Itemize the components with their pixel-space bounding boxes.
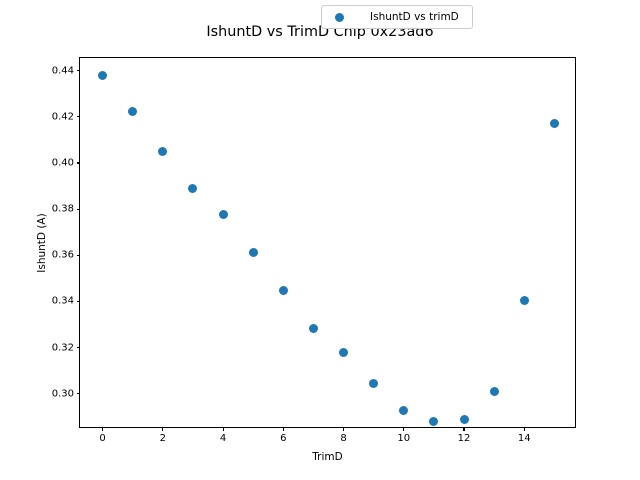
- scatter-point: [519, 296, 529, 306]
- y-tick: [76, 208, 80, 210]
- plot-axes: 0 2 4 6 8 10 12 14 0.30 0.32 0.34 0.36 0.38 0.40 0.42…: [52, 57, 576, 444]
- y-tick: [76, 300, 80, 302]
- scatter-point: [248, 248, 258, 258]
- y-tick-label: 0.34: [51, 295, 74, 307]
- y-tick: [76, 393, 80, 395]
- scatter-point: [128, 107, 138, 117]
- chart-legend[interactable]: IshuntD vs trimD: [321, 5, 473, 29]
- x-tick-label: 10: [397, 433, 411, 444]
- y-tick-label: 0.32: [51, 342, 74, 354]
- scatter-point: [339, 348, 349, 358]
- chart-title: IshuntD vs TrimD Chip 0x23ad6: [206, 24, 434, 40]
- x-tick-label: 0: [99, 433, 106, 444]
- legend-marker-icon: [335, 12, 344, 22]
- scatter-point: [98, 71, 108, 81]
- x-tick: [403, 427, 405, 431]
- scatter-data-layer: [80, 58, 575, 427]
- x-tick-label: 4: [219, 433, 227, 444]
- x-tick-label: 14: [517, 433, 531, 444]
- scatter-point: [369, 378, 379, 388]
- scatter-point: [188, 184, 198, 194]
- x-tick: [282, 427, 284, 431]
- y-tick-label: 0.30: [51, 388, 74, 400]
- y-tick-label: 0.44: [51, 65, 74, 77]
- y-tick: [76, 347, 80, 349]
- y-tick: [76, 70, 80, 72]
- x-tick: [523, 427, 525, 431]
- x-tick-label: 6: [280, 433, 287, 444]
- x-tick: [222, 427, 224, 431]
- x-tick-label: 12: [457, 433, 471, 444]
- scatter-point: [459, 414, 469, 424]
- scatter-point: [399, 405, 409, 415]
- x-tick: [162, 427, 164, 431]
- scatter-point: [489, 387, 499, 397]
- y-tick-label: 0.40: [51, 157, 74, 169]
- scatter-point: [278, 285, 288, 295]
- y-tick: [76, 116, 80, 118]
- x-tick: [102, 427, 104, 431]
- scatter-point: [218, 209, 228, 219]
- x-axis-label: TrimD: [312, 451, 343, 463]
- scatter-point: [308, 323, 318, 333]
- y-axis-label-wrapper: IshuntD (A): [22, 57, 48, 428]
- legend-label: IshuntD vs trimD: [370, 11, 459, 23]
- scatter-point: [549, 119, 559, 129]
- x-tick-label: 2: [159, 433, 167, 444]
- y-tick: [76, 162, 80, 164]
- y-axis-label: IshuntD (A): [36, 212, 48, 273]
- y-tick: [76, 254, 80, 256]
- x-tick-label: 8: [340, 433, 347, 444]
- x-tick: [463, 427, 465, 431]
- scatter-point: [158, 147, 168, 157]
- scatter-point: [429, 417, 439, 427]
- x-tick: [343, 427, 345, 431]
- y-tick-label: 0.42: [51, 111, 74, 123]
- y-tick-label: 0.36: [51, 249, 74, 261]
- y-tick-label: 0.38: [51, 203, 74, 215]
